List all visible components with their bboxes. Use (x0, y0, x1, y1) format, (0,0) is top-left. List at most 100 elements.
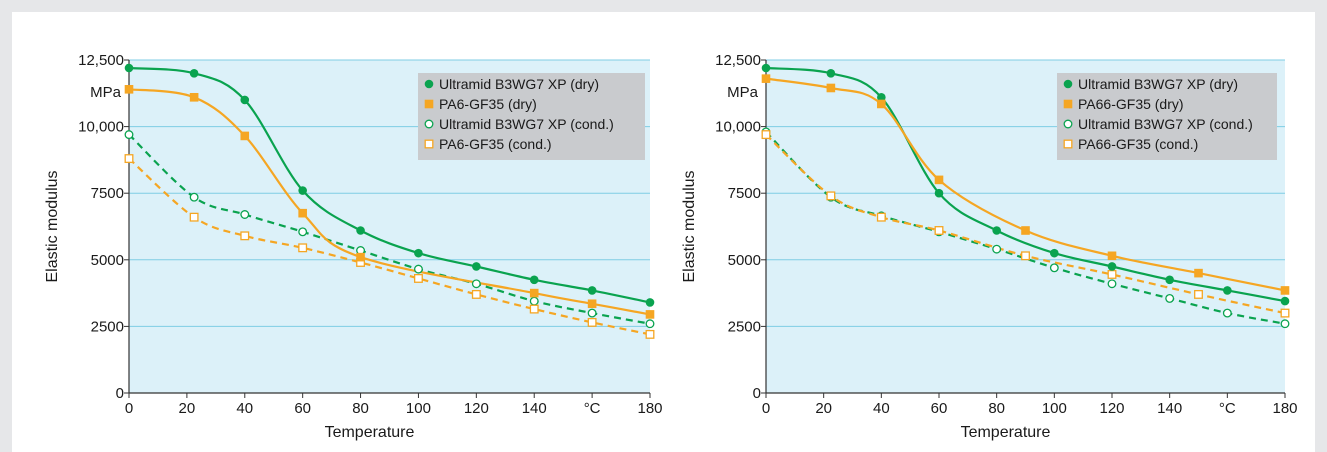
data-point (645, 298, 655, 307)
data-point (1107, 251, 1117, 261)
legend: Ultramid B3WG7 XP (dry) PA66-GF35 (dry) Ul… (1057, 73, 1277, 160)
legend-marker (1063, 139, 1073, 149)
data-point (1049, 263, 1059, 273)
data-point (471, 279, 481, 289)
y-tick-label: 10,000 (78, 119, 124, 136)
x-tick-label: 60 (294, 400, 311, 417)
data-point (876, 212, 886, 222)
y-tick-label: 0 (116, 385, 124, 402)
x-tick-label: °C (1219, 400, 1236, 417)
series-line (765, 66, 1286, 303)
data-point (645, 329, 655, 339)
data-point (414, 248, 423, 258)
data-point (356, 226, 365, 235)
x-tick-label: 60 (931, 400, 948, 417)
x-tick-label: 140 (522, 400, 547, 417)
y-tick-label: 0 (753, 385, 761, 402)
y-tick-label: 5000 (728, 252, 761, 269)
data-point (1280, 319, 1290, 329)
legend-marker (424, 119, 434, 129)
x-axis-title: Temperature (325, 424, 415, 441)
data-point (1107, 270, 1117, 279)
data-point (189, 69, 199, 78)
data-point (877, 92, 886, 102)
data-point (472, 262, 481, 271)
data-point (529, 275, 539, 285)
series-line (128, 88, 651, 316)
y-tick-label: 5000 (91, 252, 124, 269)
data-point (124, 63, 134, 73)
data-point (1280, 296, 1290, 306)
legend-label: Ultramid B3WG7 XP (cond.) (439, 116, 614, 132)
data-point (529, 296, 539, 306)
data-point (826, 69, 836, 78)
legend-box (418, 73, 645, 160)
data-point (1107, 262, 1117, 271)
legend-marker (424, 79, 434, 89)
series-line (128, 66, 651, 304)
legend-marker (424, 99, 434, 109)
data-point (587, 317, 597, 327)
x-tick-label: 180 (1272, 400, 1297, 417)
x-tick-label: 120 (464, 400, 489, 417)
x-tick-label: 180 (637, 400, 662, 417)
data-point (1107, 279, 1117, 289)
data-point (356, 252, 365, 262)
data-point (1165, 275, 1174, 285)
data-point (587, 299, 597, 309)
x-tick-label: 100 (1042, 400, 1067, 417)
x-tick-label: 0 (125, 400, 133, 417)
data-point (761, 130, 771, 140)
data-point (587, 308, 597, 318)
data-point (934, 175, 944, 185)
chart-1: 0 2500 5000 7500 10,000 12,500 MPa 0 20 40 60 80 100… (44, 52, 663, 441)
legend-label: PA6-GF35 (cond.) (439, 136, 552, 152)
legend-marker (1063, 119, 1073, 129)
data-point (826, 83, 836, 93)
data-point (298, 186, 307, 195)
data-point (1280, 308, 1290, 318)
data-point (761, 63, 771, 73)
data-point (992, 226, 1001, 235)
x-tick-label: 80 (988, 400, 1005, 417)
data-point (124, 130, 134, 140)
data-point (298, 208, 307, 218)
data-point (934, 188, 944, 198)
y-tick-label: 2500 (728, 318, 761, 335)
data-point (826, 191, 836, 201)
legend-label: Ultramid B3WG7 XP (dry) (439, 76, 599, 92)
series-line (765, 77, 1286, 292)
legend-marker (1063, 79, 1073, 89)
data-point (298, 227, 308, 237)
data-point (645, 310, 655, 319)
data-point (124, 154, 134, 164)
data-point (189, 92, 199, 102)
data-point (934, 226, 944, 235)
x-tick-label: 40 (236, 400, 253, 417)
x-tick-label: 140 (1157, 400, 1182, 417)
data-point (529, 304, 539, 314)
y-axis-title: Elastic modulus (44, 170, 61, 282)
data-point (1021, 226, 1030, 235)
data-point (1050, 248, 1059, 258)
x-tick-label: 120 (1099, 400, 1124, 417)
legend-label: PA66-GF35 (dry) (1078, 96, 1184, 112)
legend-label: Ultramid B3WG7 XP (cond.) (1078, 116, 1253, 132)
legend-label: PA6-GF35 (dry) (439, 96, 537, 112)
data-point (761, 74, 771, 83)
data-point (189, 212, 199, 222)
data-point (992, 244, 1002, 254)
y-tick-label: 12,500 (715, 52, 761, 69)
x-axis-title: Temperature (961, 424, 1051, 441)
legend-box (1057, 73, 1277, 160)
legend-marker (1063, 99, 1073, 109)
y-tick-label: 12,500 (78, 52, 124, 69)
data-point (471, 289, 481, 299)
legend-label: Ultramid B3WG7 XP (dry) (1078, 76, 1238, 92)
legend-label: PA66-GF35 (cond.) (1078, 136, 1198, 152)
data-point (240, 210, 250, 219)
data-point (413, 273, 423, 283)
series-line (765, 131, 1286, 325)
x-tick-label: 40 (873, 400, 890, 417)
